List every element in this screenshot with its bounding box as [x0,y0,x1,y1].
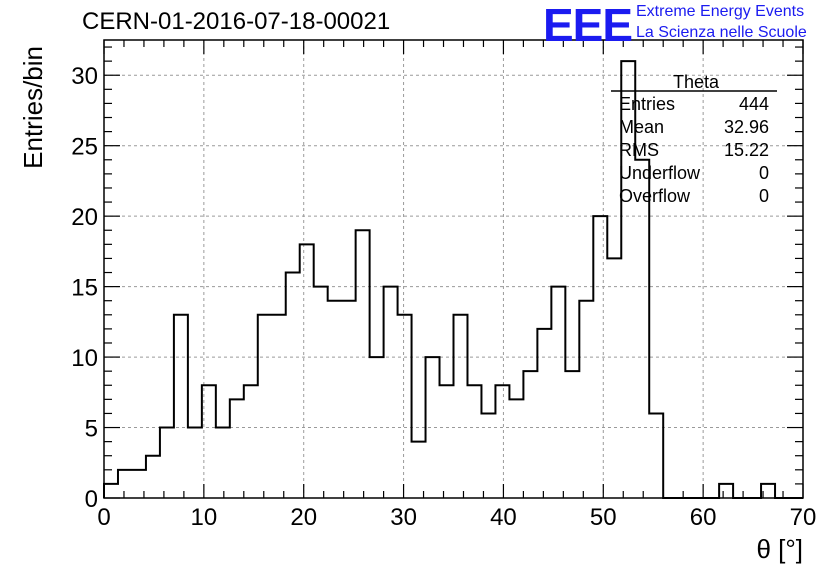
histogram-bin [230,399,244,498]
stats-row-value: 15.22 [724,140,769,160]
histogram-bin [495,385,509,498]
ticks-layer [103,40,804,499]
x-tick-label: 10 [191,504,218,531]
histogram-bin [649,413,663,498]
plot-frame [103,39,804,499]
histogram-bin [426,357,440,498]
histogram-bin [286,273,300,498]
histogram-bin [398,315,412,498]
histogram-bin [328,301,342,498]
histogram-bin [523,371,537,498]
histogram-bin [384,287,398,498]
y-tick-label: 30 [71,63,98,90]
stats-row-value: 0 [759,186,769,206]
histogram-bin [314,287,328,498]
grid-layer [104,40,803,498]
histogram-bin [551,287,565,498]
x-tick-label: 50 [590,504,617,531]
y-tick-label: 20 [71,204,98,231]
stats-row-label: Mean [619,117,664,137]
histogram-bin [635,160,649,498]
histogram-bin [188,428,202,498]
histogram-bin [244,385,258,498]
histogram-bin [537,329,551,498]
histogram-bin [356,230,370,498]
logo-subtitle-line1: Extreme Energy Events [636,3,805,20]
histogram-bin [258,315,272,498]
bars-layer [104,61,775,498]
x-axis-label: θ [°] [756,534,803,564]
stats-row-label: Entries [619,94,675,114]
x-tick-label: 70 [790,504,817,531]
stats-row-value: 444 [739,94,769,114]
histogram-bin [160,428,174,498]
histogram-bin [300,244,314,498]
histogram-bin [565,371,579,498]
histogram-bin [454,315,468,498]
histogram-bin [509,399,523,498]
tick-labels-layer: 0 10 20 30 40 50 60 70 0 5 10 15 20 25 30 [71,63,816,531]
histogram-outline [103,60,803,499]
y-tick-label: 25 [71,134,98,161]
y-axis-label: Entries/bin [18,46,48,169]
x-tick-label: 0 [97,504,110,531]
y-tick-label: 5 [85,416,98,443]
histogram-bin [118,470,132,498]
stats-row-value: 0 [759,163,769,183]
y-tick-label: 10 [71,345,98,372]
stats-box-title: Theta [673,72,720,92]
histogram-bin [342,301,356,498]
histogram-bin [174,315,188,498]
histogram-bin [146,456,160,498]
x-tick-label: 30 [390,504,417,531]
histogram-bin [719,484,733,498]
logo-subtitle-line2: La Scienza nelle Scuole [636,24,807,41]
eee-logo: EEE [543,0,633,51]
histogram-bin [440,385,454,498]
histogram-bin [607,258,621,498]
histogram-bin [216,428,230,498]
histogram-bin [104,484,118,498]
histogram-bin [481,413,495,498]
stats-row-label: Overflow [619,186,691,206]
y-tick-label: 15 [71,275,98,302]
stats-row-value: 32.96 [724,117,769,137]
y-tick-label: 0 [85,486,98,513]
histogram-bin [593,216,607,498]
x-tick-label: 40 [490,504,517,531]
histogram-bin [467,385,481,498]
stats-row-label: Underflow [619,163,701,183]
run-title: CERN-01-2016-07-18-00021 [82,8,391,35]
histogram-bin [272,315,286,498]
x-tick-label: 60 [690,504,717,531]
histogram-bin [579,301,593,498]
x-tick-label: 20 [290,504,317,531]
histogram-bin [412,442,426,498]
stats-row-label: RMS [619,140,659,160]
